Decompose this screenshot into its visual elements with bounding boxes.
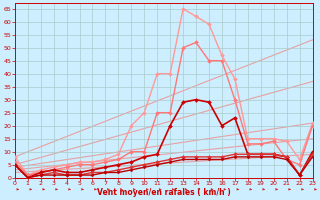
- X-axis label: Vent moyen/en rafales ( km/h ): Vent moyen/en rafales ( km/h ): [97, 188, 230, 197]
